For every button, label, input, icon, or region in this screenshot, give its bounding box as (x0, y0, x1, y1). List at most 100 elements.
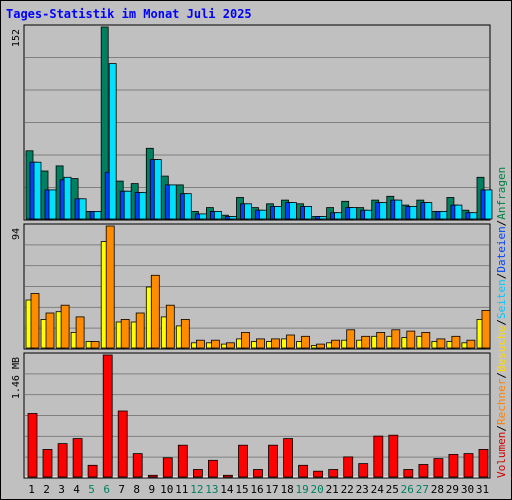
bar-rechner-day-11 (180, 318, 190, 349)
x-tick-label-day-29: 29 (446, 483, 459, 496)
x-tick-label-day-8: 8 (133, 483, 140, 496)
bar-rechner-day-28 (436, 338, 446, 349)
bar-volumen-day-21 (328, 469, 339, 478)
x-tick-label-day-20: 20 (310, 483, 323, 496)
chart-panel-1: 152 (11, 24, 493, 221)
x-tick-label-day-17: 17 (265, 483, 278, 496)
bar-volumen-day-10 (162, 457, 173, 478)
legend-volumen: Volumen (495, 432, 508, 478)
bar-volumen-day-26 (403, 469, 414, 478)
bar-seiten-day-14 (228, 216, 237, 220)
bar-rechner-day-31 (481, 309, 491, 349)
bar-rechner-day-16 (256, 338, 265, 349)
bar-seiten-day-18 (289, 202, 297, 220)
bar-seiten-day-6 (108, 63, 117, 220)
bar-volumen-day-22 (343, 456, 354, 478)
bar-rechner-day-29 (451, 335, 461, 349)
bar-volumen-day-24 (373, 435, 384, 478)
x-tick-label-day-16: 16 (250, 483, 263, 496)
bar-volumen-day-15 (238, 444, 248, 478)
bar-volumen-day-30 (463, 453, 474, 478)
bar-rechner-day-30 (466, 339, 476, 349)
bar-seiten-day-25 (394, 199, 403, 220)
x-tick-label-day-10: 10 (160, 483, 173, 496)
bar-volumen-day-13 (207, 459, 218, 478)
bar-volumen-day-27 (418, 464, 429, 478)
bar-volumen-day-3 (57, 443, 68, 478)
bar-rechner-day-1 (30, 293, 40, 349)
bar-volumen-day-8 (132, 453, 143, 478)
bar-seiten-day-28 (439, 210, 448, 220)
bar-rechner-day-15 (241, 331, 250, 349)
bar-anfragen-day-6 (100, 26, 109, 220)
legend-besuche: Besuche (495, 326, 508, 372)
bar-seiten-day-12 (198, 213, 207, 220)
bar-seiten-day-26 (409, 205, 418, 220)
bar-seiten-day-27 (424, 202, 433, 220)
bar-seiten-day-4 (78, 198, 87, 220)
bar-seiten-day-22 (349, 207, 358, 220)
y-max-label: 94 (11, 228, 22, 240)
bar-volumen-day-31 (478, 448, 489, 478)
bar-volumen-day-19 (298, 464, 309, 478)
bar-volumen-day-14 (222, 474, 233, 478)
bar-seiten-day-19 (304, 205, 313, 220)
bar-volumen-day-2 (42, 448, 53, 478)
chart-panel-3: 1.46 MB (11, 352, 491, 479)
bar-rechner-day-6 (105, 225, 115, 349)
bar-rechner-day-9 (150, 274, 160, 349)
bar-volumen-day-4 (72, 438, 83, 478)
x-tick-label-day-1: 1 (28, 483, 35, 496)
bar-volumen-day-12 (192, 469, 203, 478)
bar-volumen-day-6 (102, 354, 113, 478)
x-tick-label-day-13: 13 (205, 483, 218, 496)
bar-rechner-day-20 (316, 343, 326, 349)
x-tick-label-day-25: 25 (386, 483, 399, 496)
bar-volumen-day-1 (27, 413, 38, 478)
bar-seiten-day-16 (259, 209, 267, 220)
y-max-label: 1.46 MB (11, 357, 22, 399)
bar-seiten-day-11 (183, 193, 192, 220)
bar-rechner-day-14 (225, 342, 235, 349)
bar-rechner-day-10 (165, 304, 175, 349)
legend-separator: / (495, 425, 508, 432)
x-tick-label-day-31: 31 (476, 483, 489, 496)
bar-rechner-day-12 (195, 339, 205, 349)
bar-volumen-day-16 (253, 469, 263, 478)
legend-separator: / (495, 372, 508, 379)
legend-separator: / (495, 319, 508, 326)
bar-seiten-day-15 (244, 203, 252, 220)
legend-rechner: Rechner (495, 378, 508, 425)
bar-seiten-day-9 (153, 159, 162, 220)
x-tick-label-day-6: 6 (103, 483, 110, 496)
x-tick-label-day-14: 14 (220, 483, 234, 496)
legend-separator: / (495, 273, 508, 280)
bar-rechner-day-2 (45, 312, 55, 349)
x-tick-label-day-24: 24 (371, 483, 385, 496)
bar-seiten-day-17 (274, 205, 282, 220)
bar-rechner-day-18 (286, 334, 295, 349)
x-tick-label-day-2: 2 (43, 483, 50, 496)
bar-volumen-day-5 (87, 464, 98, 478)
bar-volumen-day-20 (313, 470, 324, 478)
x-tick-label-day-11: 11 (175, 483, 188, 496)
legend-separator: / (495, 220, 508, 227)
x-tick-label-day-19: 19 (295, 483, 308, 496)
x-tick-label-day-21: 21 (326, 483, 339, 496)
x-tick-label-day-3: 3 (58, 483, 65, 496)
bar-volumen-day-17 (268, 444, 278, 478)
bar-seiten-day-2 (48, 189, 57, 220)
bar-rechner-day-27 (421, 331, 431, 349)
bar-seiten-day-13 (213, 210, 222, 220)
x-tick-label-day-15: 15 (235, 483, 248, 496)
bar-rechner-day-23 (361, 335, 371, 349)
x-tick-label-day-9: 9 (148, 483, 155, 496)
bar-rechner-day-3 (60, 304, 70, 349)
x-tick-label-day-27: 27 (416, 483, 429, 496)
bar-seiten-day-29 (454, 204, 463, 220)
bar-rechner-day-8 (135, 312, 145, 349)
bar-volumen-day-11 (177, 444, 188, 478)
bar-rechner-day-4 (75, 316, 85, 349)
bar-seiten-day-23 (364, 209, 373, 220)
